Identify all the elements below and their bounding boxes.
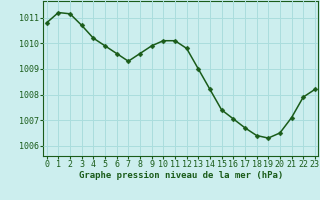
X-axis label: Graphe pression niveau de la mer (hPa): Graphe pression niveau de la mer (hPa) [79, 171, 283, 180]
